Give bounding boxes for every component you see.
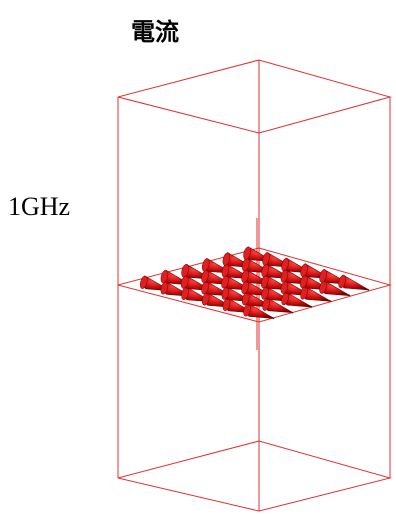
- simulation-box-wireframe: [117, 59, 392, 512]
- figure-title: 電流: [131, 18, 179, 46]
- current-arrow: [300, 285, 332, 303]
- current-arrow-field: [139, 246, 370, 320]
- current-arrow: [241, 280, 273, 297]
- current-arrow: [338, 274, 370, 291]
- current-arrow: [281, 291, 313, 308]
- current-arrow: [319, 280, 351, 297]
- current-arrow: [241, 269, 273, 286]
- current-arrow: [262, 297, 294, 314]
- frequency-label: 1GHz: [8, 192, 71, 221]
- current-arrow: [243, 303, 275, 320]
